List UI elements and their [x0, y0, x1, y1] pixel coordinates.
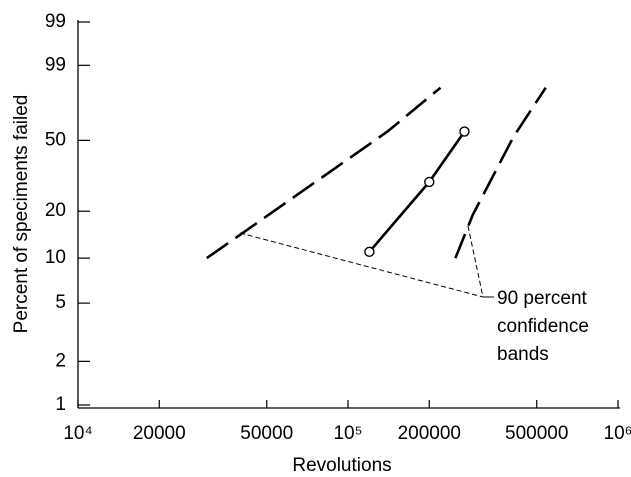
x-tick-label: 10⁵: [333, 423, 362, 444]
x-tick-label: 200000: [398, 423, 461, 444]
x-tick-label: 20000: [133, 423, 186, 444]
y-axis-label: Percent of speciments failed: [11, 95, 32, 334]
y-tick-label: 99: [45, 54, 66, 75]
annotation: 90 percent: [497, 288, 588, 309]
y-tick-label: 99: [45, 11, 66, 32]
x-axis-label: Revolutions: [292, 455, 391, 476]
y-tick-label: 50: [45, 129, 66, 150]
series-line: [368, 130, 466, 253]
data-point: [424, 176, 435, 188]
series-line: [206, 86, 442, 260]
y-tick-label: 5: [55, 292, 66, 313]
leader-line: [239, 232, 484, 298]
x-tick-label: 50000: [240, 423, 293, 444]
leader-line: [467, 225, 484, 298]
data-point: [364, 246, 375, 258]
x-tick-label: 500000: [505, 423, 568, 444]
data-point: [459, 126, 470, 137]
y-tick-label: 20: [45, 200, 66, 221]
y-tick-label: 1: [55, 394, 66, 415]
annotation: confidence: [497, 316, 589, 337]
y-tick-label: 10: [45, 247, 66, 268]
series-line: [454, 86, 547, 259]
y-tick-label: 2: [55, 350, 66, 371]
annotation: bands: [497, 344, 549, 365]
x-tick-label: 10⁶: [604, 423, 631, 444]
x-tick-label: 10⁴: [63, 423, 92, 444]
